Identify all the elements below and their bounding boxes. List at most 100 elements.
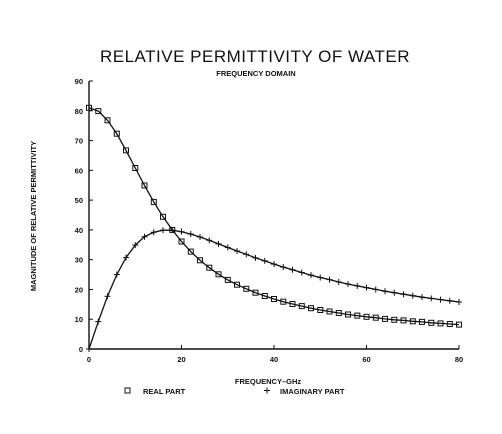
series-markers (86, 104, 462, 352)
legend-imaginary-part-label: IMAGINARY PART (280, 387, 345, 396)
real-part-point (382, 315, 388, 322)
imaginary-part-point (150, 229, 157, 236)
real-part-point (280, 298, 287, 305)
imaginary-part-point (298, 269, 305, 276)
x-tick-label: 60 (362, 355, 370, 364)
imaginary-part-point (456, 298, 462, 305)
imaginary-part-point (363, 284, 370, 291)
real-part-point (419, 318, 425, 325)
real-part-point (178, 238, 185, 245)
y-tick-label: 20 (75, 285, 83, 294)
imaginary-part-point (428, 295, 435, 302)
real-part-point (372, 314, 379, 321)
real-part-point (197, 257, 203, 264)
imaginary-part-point (419, 294, 425, 301)
imaginary-part-point (409, 292, 416, 299)
imaginary-part-point (391, 289, 398, 296)
legend-real-part-marker (124, 387, 131, 394)
chart-title: RELATIVE PERMITTIVITY OF WATER (100, 47, 410, 66)
real-part-point (345, 311, 351, 318)
imaginary-part-point (317, 274, 324, 281)
imaginary-part-point (400, 291, 407, 298)
real-part-point (354, 312, 361, 319)
x-tick-label: 20 (177, 355, 185, 364)
imaginary-part-point (437, 296, 444, 303)
real-part-point (446, 321, 453, 327)
imaginary-part-point (289, 266, 296, 273)
imaginary-part-point (382, 288, 388, 295)
imaginary-part-curve (88, 229, 460, 350)
real-part-point (391, 316, 398, 323)
real-part-point (187, 248, 194, 255)
real-part-point (437, 320, 444, 327)
imaginary-part-point (197, 234, 203, 241)
real-part-point (234, 281, 240, 288)
imaginary-part-point (123, 254, 129, 261)
legend: REAL PART IMAGINARY PART (124, 387, 345, 396)
imaginary-part-point (234, 248, 240, 255)
plot-area: 0 10 20 30 40 50 60 70 80 90 0 20 40 60 80 (75, 77, 464, 364)
y-tick-label: 70 (75, 137, 83, 146)
real-part-point (317, 307, 324, 313)
imaginary-part-point (335, 279, 342, 285)
imaginary-part-point (354, 282, 361, 289)
imaginary-part-point (141, 233, 148, 240)
imaginary-part-point (243, 251, 250, 258)
imaginary-part-point (280, 264, 287, 271)
real-part-point (335, 310, 342, 316)
legend-real-part-label: REAL PART (143, 387, 186, 396)
imaginary-part-point (271, 261, 277, 268)
real-part-point (113, 130, 120, 137)
x-tick-label: 40 (270, 355, 278, 364)
legend-imaginary-part-marker (264, 387, 270, 394)
real-part-point (141, 182, 148, 189)
imaginary-part-point (178, 228, 185, 235)
imaginary-part-point (372, 286, 379, 293)
y-tick-label: 30 (75, 256, 83, 265)
imaginary-part-point (187, 231, 194, 238)
real-part-point (271, 296, 277, 302)
y-tick-label: 40 (75, 226, 83, 235)
real-part-curve (88, 107, 460, 326)
imaginary-part-point (326, 276, 333, 283)
real-part-point (252, 289, 259, 296)
real-part-point (224, 276, 231, 283)
real-part-point (428, 319, 435, 326)
imaginary-part-point (308, 272, 314, 279)
chart-subtitle: FREQUENCY DOMAIN (216, 69, 295, 78)
imaginary-part-point (261, 257, 268, 264)
real-part-point (243, 285, 250, 292)
real-part-point (298, 303, 305, 310)
real-part-point (400, 317, 407, 324)
real-part-point (95, 108, 102, 115)
imaginary-part-point (132, 242, 139, 249)
real-part-point (363, 313, 370, 320)
real-part-point (456, 321, 462, 328)
real-part-point (160, 213, 166, 220)
real-part-point (123, 147, 129, 154)
y-tick-label: 80 (75, 107, 83, 116)
y-tick-label: 90 (75, 77, 83, 86)
imaginary-part-point (113, 271, 120, 278)
imaginary-part-point (345, 281, 351, 288)
y-tick-label: 0 (79, 345, 83, 354)
imaginary-part-point (252, 254, 259, 261)
y-axis-label: MAGNITUDE OF RELATIVE PERMITTIVITY (29, 141, 38, 291)
axes: 0 10 20 30 40 50 60 70 80 90 0 20 40 60 80 (75, 77, 464, 364)
x-axis-label: FREQUENCY–GHz (235, 377, 302, 386)
series-curves (88, 107, 460, 350)
y-tick-label: 10 (75, 315, 83, 324)
real-part-point (289, 301, 296, 307)
real-part-point (261, 293, 268, 299)
imaginary-part-point (169, 227, 176, 234)
imaginary-part-point (446, 297, 453, 304)
imaginary-part-point (104, 293, 111, 300)
real-part-point (215, 271, 222, 278)
imaginary-part-point (224, 244, 231, 251)
y-tick-label: 50 (75, 196, 83, 205)
real-part-point (132, 165, 139, 171)
x-tick-label: 80 (455, 355, 463, 364)
real-part-point (326, 308, 333, 315)
imaginary-part-point (95, 318, 102, 325)
